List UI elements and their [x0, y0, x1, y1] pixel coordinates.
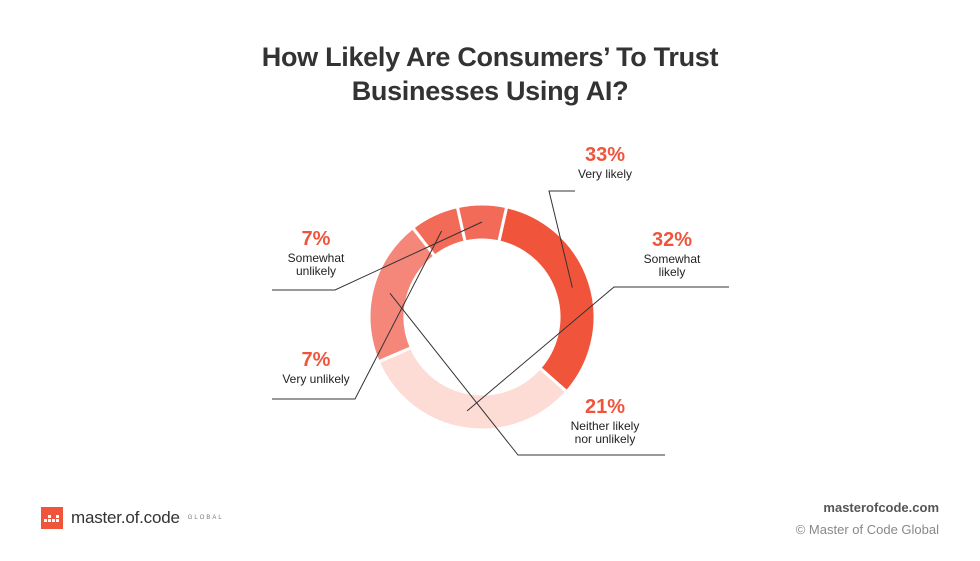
category-label-somewhat-likely: likely	[659, 265, 686, 279]
slice-somewhat-likely	[376, 345, 569, 432]
category-label-neither-likely-nor-unlikely: Neither likely	[571, 419, 640, 433]
leader-line-very-likely	[548, 190, 575, 288]
slice-somewhat-unlikely	[455, 202, 509, 244]
pct-label-very-likely: 33%	[585, 144, 625, 166]
category-label-somewhat-unlikely: Somewhat	[288, 251, 345, 265]
pct-label-very-unlikely: 7%	[302, 349, 331, 371]
category-label-neither-likely-nor-unlikely: nor unlikely	[575, 432, 636, 446]
logo-text: master.of.code	[71, 508, 180, 527]
logo-icon	[41, 507, 63, 529]
slice-very-likely	[497, 204, 597, 394]
slice-neither-likely-nor-unlikely	[367, 225, 437, 364]
pct-label-somewhat-unlikely: 7%	[302, 228, 331, 250]
footer: masterofcode.com © Master of Code Global	[796, 500, 939, 537]
leader-line-neither-likely-nor-unlikely	[389, 293, 665, 456]
leader-line-somewhat-likely	[466, 286, 729, 412]
category-label-very-likely: Very likely	[578, 167, 632, 181]
logo-subtext: GLOBAL	[187, 515, 224, 521]
pct-label-neither-likely-nor-unlikely: 21%	[585, 396, 625, 418]
pct-label-somewhat-likely: 32%	[652, 229, 692, 251]
category-label-very-unlikely: Very unlikely	[282, 372, 349, 386]
leader-line-very-unlikely	[272, 230, 443, 400]
title-line-2: Businesses Using AI?	[351, 76, 629, 106]
title-line-1: How Likely Are Consumers’ To Trust	[261, 42, 719, 72]
category-label-somewhat-likely: Somewhat	[644, 252, 701, 266]
category-label-somewhat-unlikely: unlikely	[296, 264, 336, 278]
chart-title: How Likely Are Consumers’ To Trust Busin…	[0, 40, 980, 108]
footer-site[interactable]: masterofcode.com	[823, 500, 939, 515]
brand-logo[interactable]: master.of.code GLOBAL	[41, 507, 224, 529]
leader-line-somewhat-unlikely	[272, 221, 483, 291]
footer-copyright: © Master of Code Global	[795, 522, 939, 537]
